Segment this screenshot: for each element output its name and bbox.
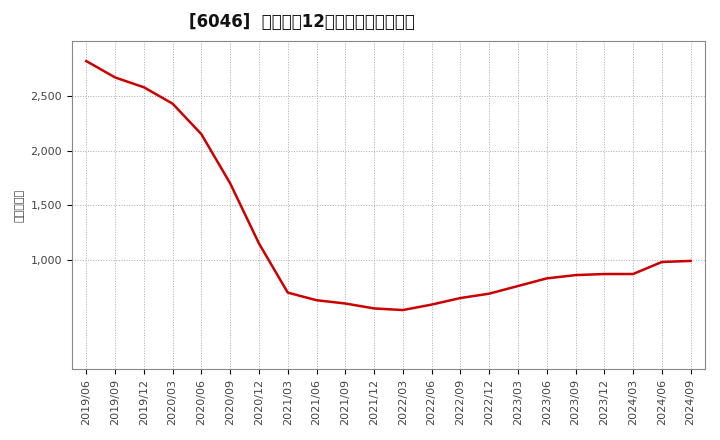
Y-axis label: （百万円）: （百万円） bbox=[15, 189, 25, 222]
Text: [6046]  売上高の12か月移動合計の推移: [6046] 売上高の12か月移動合計の推移 bbox=[189, 13, 415, 31]
